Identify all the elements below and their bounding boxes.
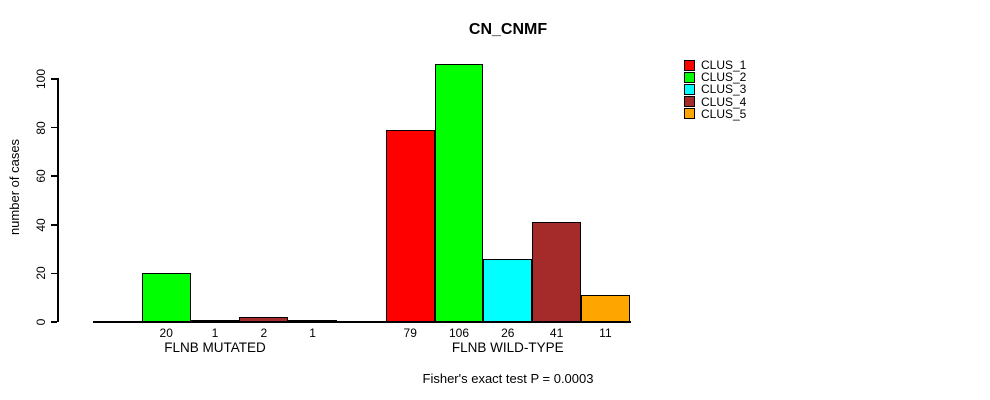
y-tick: [51, 78, 57, 80]
bar-value-label: 26: [501, 326, 515, 340]
legend-item-clus_5: CLUS_5: [684, 108, 746, 120]
legend-label: CLUS_4: [701, 94, 747, 109]
x-baseline: [93, 321, 631, 323]
legend-swatch-icon: [684, 71, 695, 83]
bar-value-label: 20: [159, 326, 173, 340]
chart-title: CN_CNMF: [468, 21, 548, 38]
bar-value-label: 106: [448, 326, 469, 340]
x-category-label: FLNB WILD-TYPE: [451, 340, 564, 355]
legend-item-clus_4: CLUS_4: [684, 96, 746, 108]
bar-value-label: 1: [211, 326, 219, 340]
legend-swatch-icon: [684, 108, 695, 120]
bar-value-label: 41: [549, 326, 564, 340]
bar-clus_1-2: [385, 130, 435, 322]
bar-clus_5-2: [581, 295, 630, 322]
legend: CLUS_1 CLUS_2 CLUS_3 CLUS_4 CLUS_5: [684, 59, 746, 120]
y-tick-label: 0: [34, 318, 48, 326]
legend-swatch-icon: [684, 83, 695, 95]
bar-clus_2-2: [434, 64, 484, 322]
y-tick-label: 100: [34, 68, 48, 90]
y-tick-label: 20: [34, 266, 48, 281]
bar-clus_4-1: [239, 317, 289, 322]
x-category-label: FLNB MUTATED: [164, 340, 266, 355]
y-tick: [51, 126, 57, 129]
y-tick-label: 60: [34, 169, 48, 183]
fisher-test-annotation: Fisher's exact test P = 0.0003: [422, 371, 594, 386]
bar-value-label: 79: [403, 326, 417, 340]
bar-clus_3-2: [483, 259, 533, 322]
bar-clus_2-1: [141, 273, 191, 322]
legend-swatch-icon: [684, 59, 695, 71]
bar-value-label: 2: [260, 326, 268, 340]
y-axis-label: number of cases: [7, 138, 22, 236]
y-tick-label: 40: [34, 218, 48, 232]
y-tick: [51, 272, 57, 275]
bar-value-label: 1: [309, 326, 316, 340]
legend-item-clus_2: CLUS_2: [684, 71, 746, 83]
y-tick-label: 80: [34, 120, 48, 135]
y-tick: [51, 224, 57, 226]
bar-clus_3-1: [190, 320, 240, 322]
legend-label: CLUS_2: [701, 70, 747, 85]
y-tick: [51, 321, 57, 323]
legend-item-clus_1: CLUS_1: [684, 59, 746, 71]
bar-value-label: 11: [599, 326, 612, 340]
bar-clus_5-1: [288, 320, 337, 322]
legend-label: CLUS_1: [701, 58, 747, 73]
legend-label: CLUS_5: [701, 106, 747, 121]
legend-label: CLUS_3: [701, 82, 747, 97]
legend-swatch-icon: [684, 96, 695, 108]
y-axis-line: [57, 78, 59, 322]
bar-clus_4-2: [532, 222, 581, 322]
y-tick: [51, 175, 57, 177]
legend-item-clus_3: CLUS_3: [684, 83, 746, 95]
